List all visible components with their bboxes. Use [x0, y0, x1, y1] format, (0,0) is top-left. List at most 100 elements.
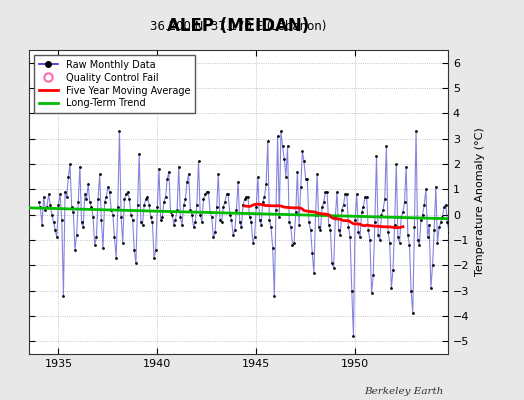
Point [178, 222, 186, 228]
Point [82, 196, 91, 203]
Point [334, 227, 343, 233]
Point [259, 199, 267, 205]
Point [130, 247, 138, 253]
Point [427, 285, 435, 291]
Point [290, 239, 298, 246]
Point [363, 194, 371, 200]
Point [330, 265, 338, 271]
Point [255, 216, 264, 223]
Point [432, 184, 440, 190]
Point [428, 262, 436, 268]
Point [117, 214, 125, 220]
Point [107, 206, 115, 213]
Point [72, 232, 81, 238]
Point [88, 204, 96, 210]
Point [145, 201, 154, 208]
Point [448, 308, 456, 314]
Point [114, 204, 122, 210]
Point [84, 181, 92, 188]
Point [79, 224, 88, 230]
Point [394, 234, 402, 241]
Point [104, 184, 112, 190]
Point [151, 247, 160, 253]
Point [333, 189, 341, 195]
Legend: Raw Monthly Data, Quality Control Fail, Five Year Moving Average, Long-Term Tren: Raw Monthly Data, Quality Control Fail, … [34, 55, 195, 113]
Point [58, 216, 66, 223]
Point [41, 206, 49, 213]
Point [386, 239, 394, 246]
Point [59, 292, 68, 299]
Point [300, 158, 308, 165]
Point [435, 224, 443, 230]
Point [214, 171, 223, 177]
Point [361, 194, 369, 200]
Point [140, 201, 148, 208]
Point [71, 247, 79, 253]
Point [189, 224, 198, 230]
Point [311, 212, 320, 218]
Point [268, 244, 277, 251]
Point [409, 310, 417, 317]
Point [422, 186, 430, 192]
Point [399, 209, 407, 215]
Point [184, 171, 193, 177]
Point [45, 191, 53, 198]
Point [68, 204, 76, 210]
Point [307, 227, 315, 233]
Point [239, 201, 247, 208]
Point [328, 260, 336, 266]
Point [94, 196, 102, 203]
Point [115, 128, 124, 134]
Point [54, 201, 63, 208]
Point [295, 222, 303, 228]
Point [97, 216, 105, 223]
Point [389, 267, 397, 274]
Point [124, 189, 132, 195]
Point [415, 242, 423, 248]
Point [379, 206, 387, 213]
Point [377, 212, 386, 218]
Point [81, 191, 89, 198]
Point [277, 128, 285, 134]
Point [420, 201, 429, 208]
Point [237, 224, 246, 230]
Point [425, 222, 433, 228]
Point [264, 138, 272, 144]
Point [400, 199, 409, 205]
Point [203, 189, 211, 195]
Point [417, 216, 425, 223]
Point [267, 224, 275, 230]
Point [412, 128, 420, 134]
Point [52, 234, 61, 241]
Text: Berkeley Earth: Berkeley Earth [365, 388, 444, 396]
Point [48, 212, 56, 218]
Point [314, 224, 323, 230]
Point [366, 237, 374, 243]
Point [316, 227, 325, 233]
Point [191, 219, 200, 226]
Point [331, 214, 340, 220]
Point [160, 199, 168, 205]
Point [390, 222, 399, 228]
Point [282, 174, 290, 180]
Point [250, 234, 259, 241]
Point [141, 196, 150, 203]
Point [410, 224, 419, 230]
Point [170, 222, 178, 228]
Point [39, 194, 48, 200]
Point [364, 227, 373, 233]
Point [85, 199, 94, 205]
Point [442, 201, 450, 208]
Point [369, 272, 377, 279]
Point [78, 219, 86, 226]
Point [446, 267, 455, 274]
Point [43, 204, 51, 210]
Point [204, 189, 213, 195]
Point [165, 168, 173, 175]
Point [283, 143, 292, 150]
Point [341, 191, 350, 198]
Point [224, 191, 232, 198]
Point [380, 196, 389, 203]
Point [285, 219, 293, 226]
Point [320, 199, 328, 205]
